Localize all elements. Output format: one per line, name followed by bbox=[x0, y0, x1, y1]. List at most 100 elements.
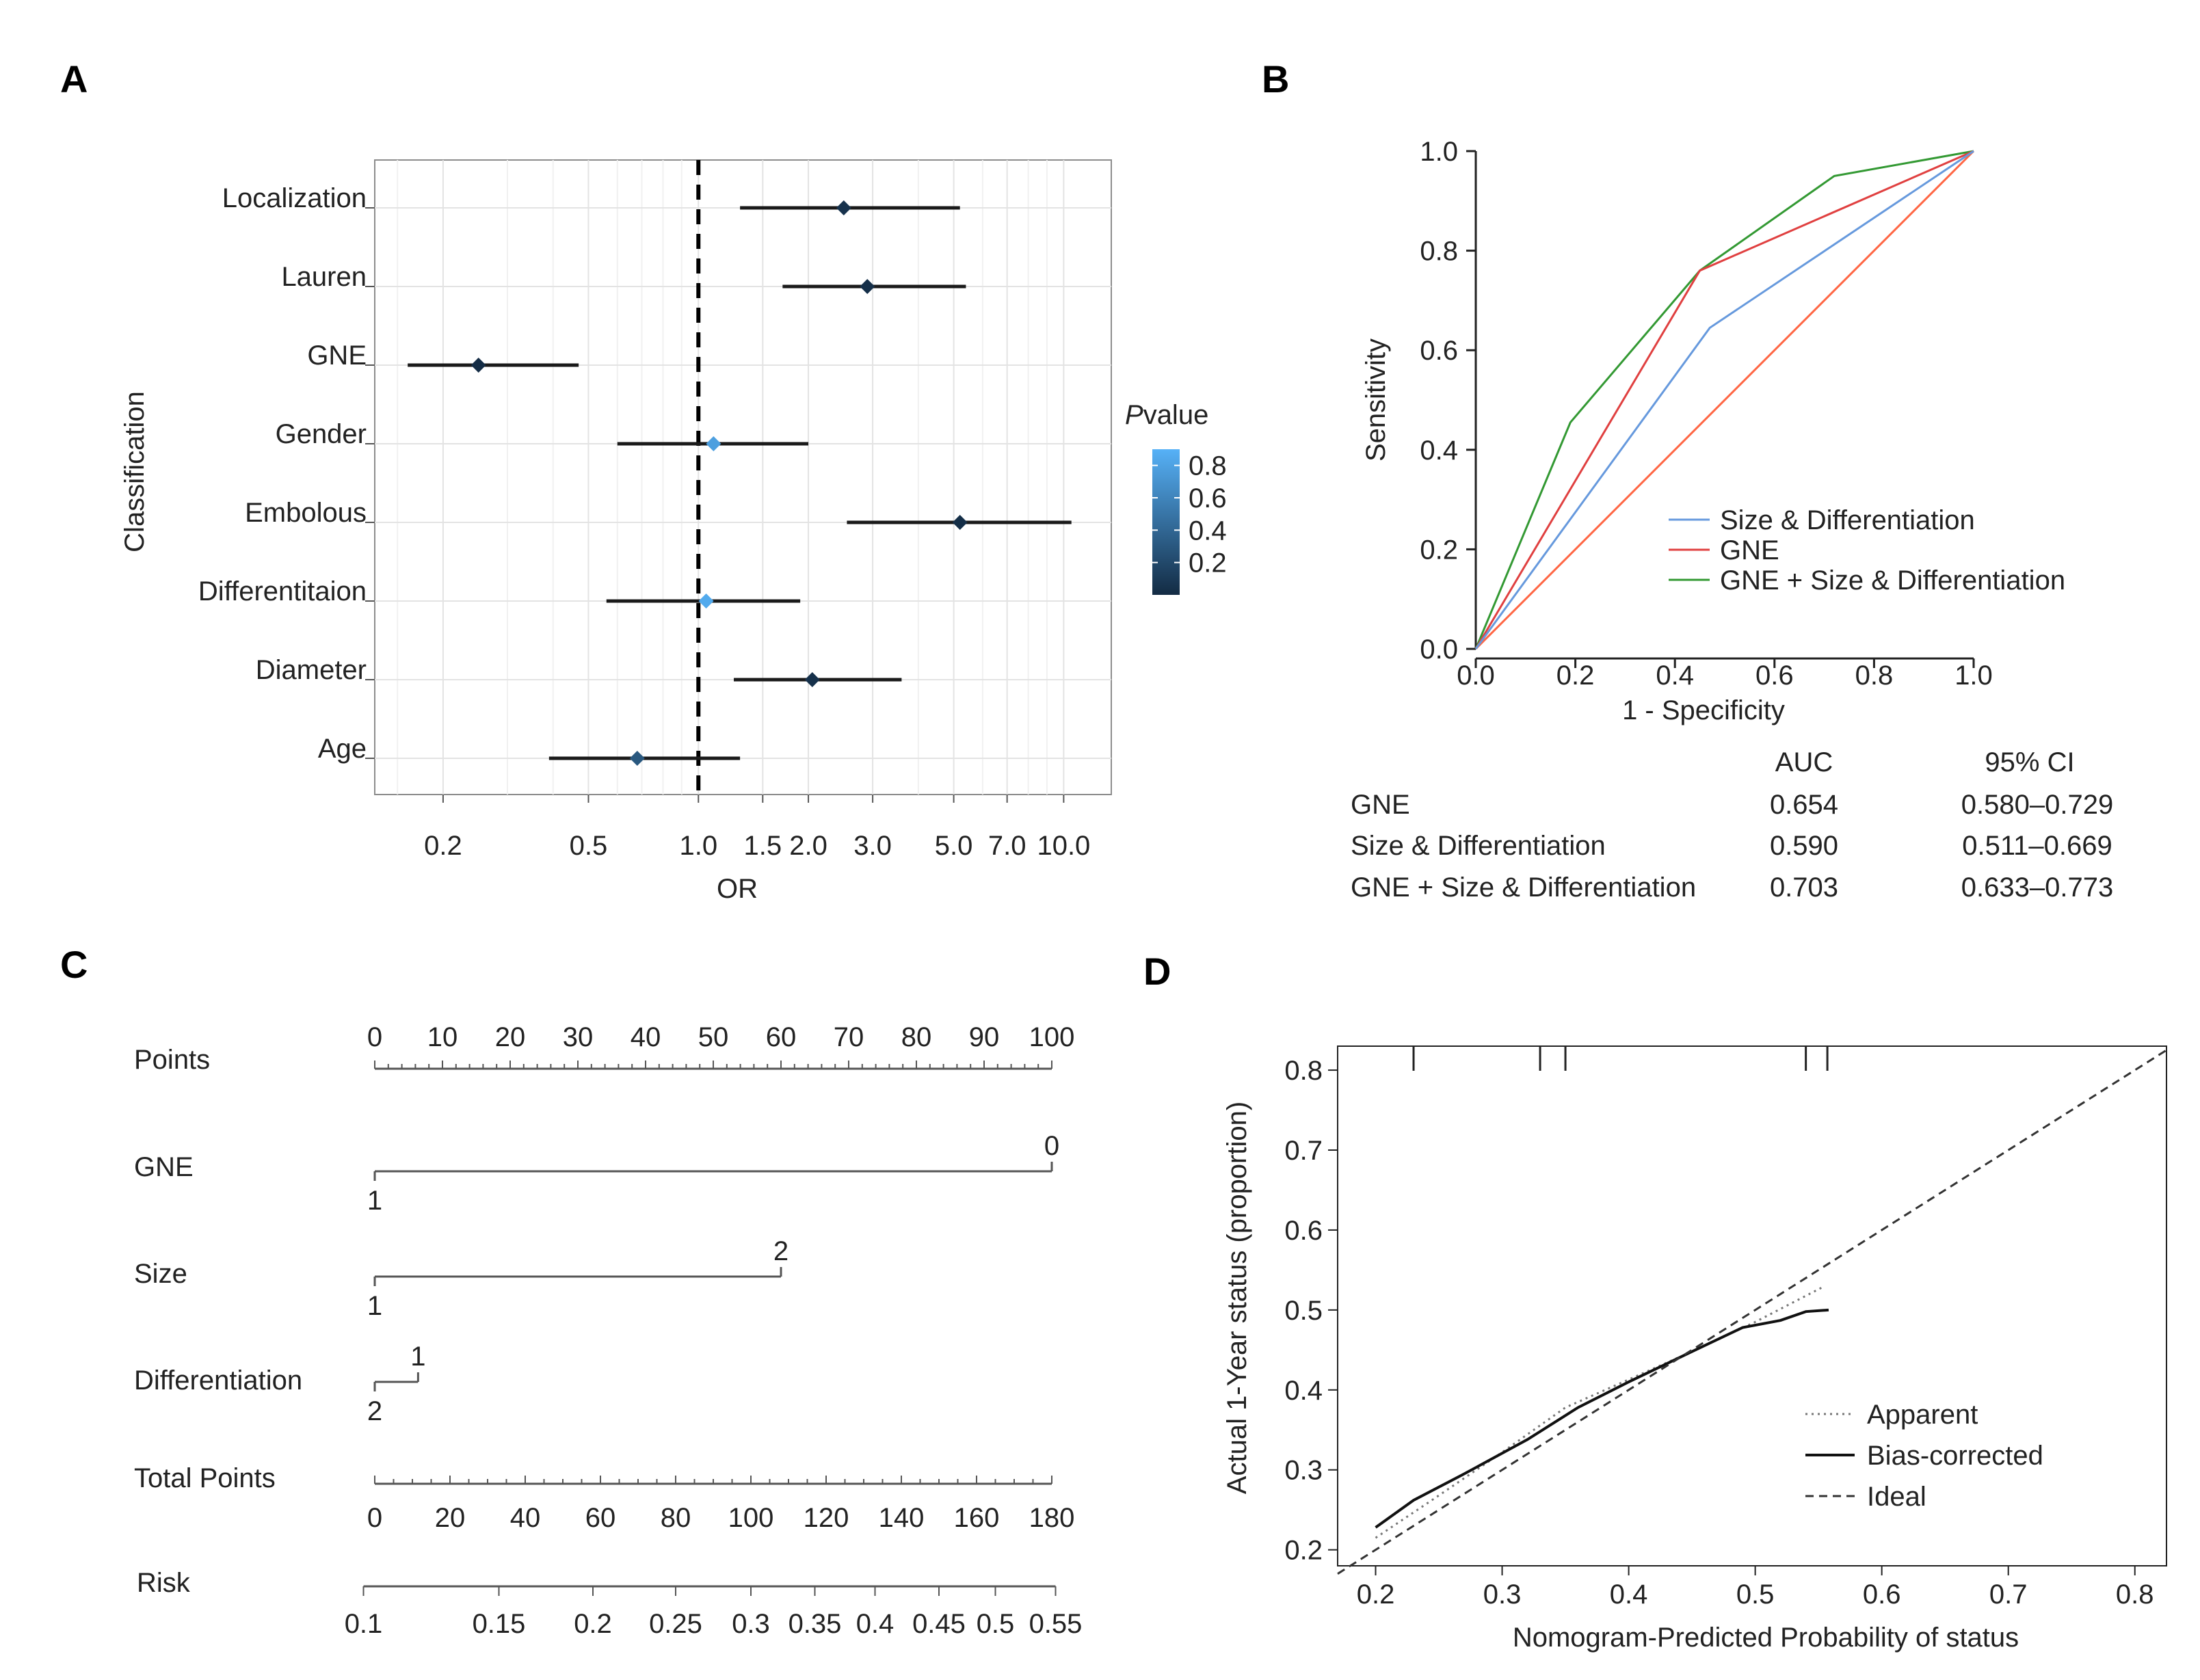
panel-d-y-label: Actual 1-Year status (proportion) bbox=[1222, 1102, 1252, 1494]
risk-tick-label: 0.2 bbox=[574, 1609, 612, 1639]
panel-a-forest-plot: A Localization Lauren GNE Gender Embolous Dif… bbox=[60, 57, 1227, 904]
forest-row-label: Embolous bbox=[245, 498, 367, 528]
legend-label: Apparent bbox=[1867, 1400, 1978, 1430]
panel-a-plot-area bbox=[374, 159, 1112, 795]
auc-table-row-label: GNE bbox=[1351, 790, 1410, 820]
panel-b-x-label: 1 - Specificity bbox=[1622, 695, 1785, 725]
auc-table-row-ci: 0.580–0.729 bbox=[1961, 790, 2113, 820]
legend-label: GNE bbox=[1720, 535, 1779, 565]
x-tick-label: 1.0 bbox=[679, 831, 717, 861]
panel-d-legend: Apparent Bias-corrected Ideal bbox=[1805, 1400, 2043, 1512]
panel-d-plot-box bbox=[1337, 1045, 2167, 1566]
odds-ratio-point bbox=[952, 515, 968, 530]
total-points-tick-label: 180 bbox=[1029, 1503, 1075, 1533]
total-points-tick-label: 120 bbox=[804, 1503, 849, 1533]
risk-tick-label: 0.35 bbox=[788, 1609, 842, 1639]
auc-table-header-ci: 95% CI bbox=[1985, 747, 2074, 777]
risk-tick-label: 0.1 bbox=[345, 1609, 383, 1639]
risk-tick-label: 0.5 bbox=[977, 1609, 1015, 1639]
auc-table-row-label: GNE + Size & Differentiation bbox=[1351, 872, 1696, 903]
x-tick-label: 0.7 bbox=[1989, 1579, 2028, 1610]
risk-tick-label: 0.55 bbox=[1029, 1609, 1083, 1639]
legend-label: Ideal bbox=[1867, 1482, 1926, 1512]
category-level-label: 2 bbox=[367, 1396, 382, 1426]
auc-table-row-ci: 0.633–0.773 bbox=[1961, 872, 2113, 903]
y-tick-label: 0.4 bbox=[1284, 1376, 1323, 1406]
x-tick-label: 5.0 bbox=[935, 831, 973, 861]
x-tick-label: 0.2 bbox=[1357, 1579, 1395, 1610]
auc-table-row-auc: 0.590 bbox=[1770, 831, 1838, 861]
legend-colorbar bbox=[1152, 449, 1180, 595]
points-tick-label: 20 bbox=[495, 1022, 526, 1052]
total-points-tick-label: 40 bbox=[510, 1503, 541, 1533]
odds-ratio-point bbox=[629, 751, 645, 766]
points-tick-label: 70 bbox=[834, 1022, 864, 1052]
points-tick-label: 10 bbox=[427, 1022, 458, 1052]
points-tick-label: 80 bbox=[901, 1022, 932, 1052]
panel-a-grid bbox=[375, 160, 1111, 795]
x-tick-label: 0.4 bbox=[1610, 1579, 1648, 1610]
y-tick-label: 0.4 bbox=[1420, 436, 1458, 466]
panel-letter-b: B bbox=[1262, 57, 1289, 101]
x-tick-label: 7.0 bbox=[988, 831, 1026, 861]
points-tick-label: 60 bbox=[766, 1022, 797, 1052]
category-level-label: 1 bbox=[367, 1291, 382, 1321]
total-points-tick-label: 100 bbox=[728, 1503, 774, 1533]
risk-tick-label: 0.4 bbox=[856, 1609, 894, 1639]
x-tick-label: 3.0 bbox=[853, 831, 892, 861]
legend-title-rest: value bbox=[1143, 400, 1209, 430]
legend-tick-label: 0.4 bbox=[1189, 516, 1227, 546]
panel-b-auc-table: AUC 95% CI GNE 0.654 0.580–0.729 Size & … bbox=[1351, 747, 2113, 903]
panel-d-lines bbox=[1337, 1049, 2167, 1575]
points-tick-label: 0 bbox=[367, 1022, 382, 1052]
auc-table-row-auc: 0.654 bbox=[1770, 790, 1838, 820]
points-tick-label: 90 bbox=[969, 1022, 1000, 1052]
legend-title: Pvalue bbox=[1125, 400, 1208, 430]
y-tick-label: 0.0 bbox=[1420, 635, 1458, 665]
points-tick-label: 40 bbox=[631, 1022, 661, 1052]
points-tick-label: 100 bbox=[1029, 1022, 1075, 1052]
forest-row-label: Gender bbox=[276, 419, 367, 449]
odds-ratio-point bbox=[836, 200, 851, 215]
roc-line-gne bbox=[1474, 150, 1974, 650]
odds-ratio-point bbox=[698, 594, 714, 609]
panel-d-axes: 0.2 0.3 0.4 0.5 0.6 0.7 0.8 0.2 0.3 0.4 0.5 0.6 0.7 0… bbox=[1284, 1046, 2154, 1610]
odds-ratio-point bbox=[706, 436, 721, 451]
x-tick-label: 0.6 bbox=[1755, 661, 1794, 691]
y-tick-label: 1.0 bbox=[1420, 137, 1458, 167]
panel-a-rows: Localization Lauren GNE Gender Embolous Diffe… bbox=[198, 183, 1072, 766]
total-points-tick-label: 160 bbox=[954, 1503, 1000, 1533]
x-tick-label: 0.2 bbox=[424, 831, 462, 861]
nomogram-row-label-risk: Risk bbox=[137, 1568, 191, 1598]
y-tick-label: 0.5 bbox=[1284, 1296, 1323, 1326]
panel-letter-a: A bbox=[60, 57, 88, 101]
panel-a-x-tick-labels: 0.2 0.5 1.0 1.5 2.0 3.0 5.0 7.0 10.0 bbox=[424, 795, 1090, 861]
panel-b-roc: B 0.0 0.2 0.4 0.6 0.8 1.0 0.0 0.2 0.4 0.6 0.8 1.0 S… bbox=[1262, 57, 2113, 903]
forest-row-label: Differentitaion bbox=[198, 576, 367, 606]
auc-table-header-auc: AUC bbox=[1775, 747, 1833, 777]
legend-title-italic: P bbox=[1125, 400, 1143, 430]
total-points-tick-label: 140 bbox=[879, 1503, 925, 1533]
x-tick-label: 0.0 bbox=[1457, 661, 1495, 691]
legend-label: GNE + Size & Differentiation bbox=[1720, 565, 2065, 596]
legend-tick-label: 0.2 bbox=[1189, 548, 1227, 578]
roc-line-size-differentiation bbox=[1474, 150, 1974, 650]
total-points-tick-label: 20 bbox=[435, 1503, 466, 1533]
nomogram-row-label-total-points: Total Points bbox=[134, 1463, 276, 1493]
odds-ratio-point bbox=[471, 358, 486, 373]
category-level-label: 2 bbox=[773, 1236, 788, 1266]
x-tick-label: 0.3 bbox=[1483, 1579, 1522, 1610]
nomogram-row-label-size: Size bbox=[134, 1259, 187, 1289]
legend-ticks: 0.80.60.40.2 bbox=[1152, 451, 1227, 578]
category-level-label: 1 bbox=[367, 1186, 382, 1216]
odds-ratio-point bbox=[804, 672, 820, 687]
y-tick-label: 0.3 bbox=[1284, 1456, 1323, 1486]
x-tick-label: 0.8 bbox=[1855, 661, 1894, 691]
legend-tick-label: 0.8 bbox=[1189, 451, 1227, 481]
forest-row-label: GNE bbox=[307, 341, 367, 371]
category-level-label: 0 bbox=[1044, 1131, 1059, 1161]
x-tick-label: 0.5 bbox=[570, 831, 608, 861]
auc-table-row-ci: 0.511–0.669 bbox=[1962, 831, 2112, 861]
legend-tick-label: 0.6 bbox=[1189, 483, 1227, 514]
